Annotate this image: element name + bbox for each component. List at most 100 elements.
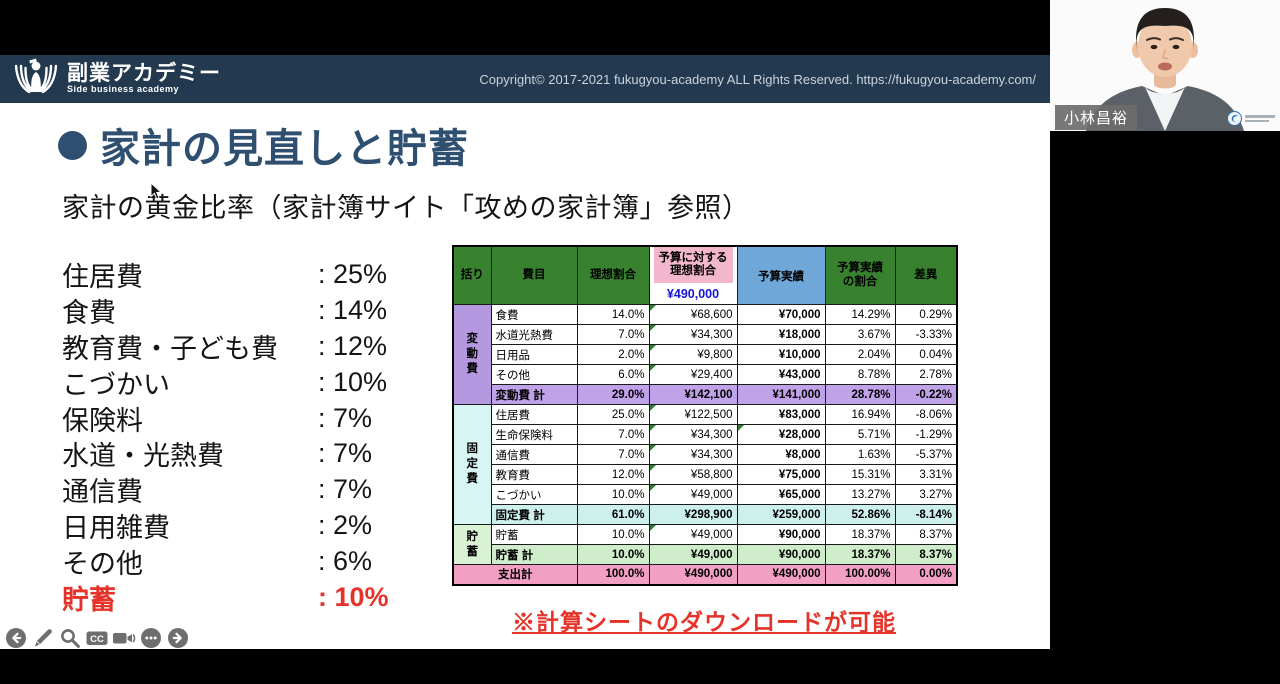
- presenter-video: 小林昌裕: [1050, 0, 1280, 131]
- cell-value: 0.04%: [894, 344, 958, 365]
- cell-value: ¥28,000: [736, 424, 826, 445]
- cell-value: 100.0%: [576, 564, 650, 585]
- table-row: 貯蓄 計 10.0% ¥49,000 ¥90,000 18.37% 8.37%: [453, 544, 958, 565]
- pen-icon[interactable]: [31, 626, 55, 650]
- cell-value: -0.22%: [894, 384, 958, 405]
- presentation-slide: 副業アカデミー Side business academy Copyright©…: [0, 0, 1050, 649]
- brand-header-band: 副業アカデミー Side business academy Copyright©…: [0, 55, 1050, 103]
- copyright-text: Copyright© 2017-2021 fukugyou-academy AL…: [479, 71, 1036, 87]
- row-label: 生命保険料: [490, 424, 578, 445]
- cell-value: ¥34,300: [648, 324, 738, 345]
- cell-value: ¥490,000: [648, 564, 738, 585]
- cell-value: 3.31%: [894, 464, 958, 485]
- cell-value: ¥298,900: [648, 504, 738, 525]
- cell-value: ¥58,800: [648, 464, 738, 485]
- cell-value: 18.37%: [824, 524, 896, 545]
- cell-value: 7.0%: [576, 424, 650, 445]
- ratio-list: 住居費: 25% 食費: 14% 教育費・子ども費: 12% こづかい: 10% 保険料…: [62, 257, 389, 615]
- cell-value: ¥490,000: [736, 564, 826, 585]
- table-row: 変動費 計 29.0% ¥142,100 ¥141,000 28.78% -0.22%: [453, 384, 958, 405]
- column-header: 括り: [452, 245, 492, 305]
- ratio-item: 保険料: 7%: [62, 400, 389, 436]
- cell-value: 61.0%: [576, 504, 650, 525]
- cell-value: -8.06%: [894, 404, 958, 425]
- cell-value: 8.37%: [894, 524, 958, 545]
- budget-table: 括り 費目 理想割合 予算に対する 理想割合 ¥490,000 予算実績 予算実績 の割合差…: [452, 245, 958, 586]
- cell-value: 7.0%: [576, 324, 650, 345]
- cell-value: 0.00%: [894, 564, 958, 585]
- ratio-item-label: 教育費・子ども費: [62, 334, 278, 364]
- cell-value: ¥65,000: [736, 484, 826, 505]
- row-label: 水道光熱費: [490, 324, 578, 345]
- cell-value: 100.00%: [824, 564, 896, 585]
- more-dots-icon[interactable]: [139, 626, 163, 650]
- back-arrow-icon[interactable]: [4, 626, 28, 650]
- row-label: こづかい: [490, 484, 578, 505]
- download-note: ※計算シートのダウンロードが可能: [512, 609, 896, 635]
- cell-value: ¥122,500: [648, 404, 738, 425]
- ratio-item-value: : 25%: [318, 259, 388, 290]
- cell-value: 2.04%: [824, 344, 896, 365]
- cell-value: ¥34,300: [648, 444, 738, 465]
- budget-table-header: 括り 費目 理想割合 予算に対する 理想割合 ¥490,000 予算実績 予算実績 の割合差…: [452, 245, 958, 305]
- brand-tagline: Side business academy: [67, 84, 180, 95]
- cell-value: 29.0%: [576, 384, 650, 405]
- row-label: 日用品: [490, 344, 578, 365]
- row-label: 食費: [490, 304, 578, 325]
- column-header: 予算実績: [736, 245, 826, 305]
- cell-value: 10.0%: [576, 484, 650, 505]
- table-row: 変動費食費 14.0% ¥68,600 ¥70,000 14.29% 0.29%: [452, 304, 958, 405]
- cell-value: ¥29,400: [648, 364, 738, 385]
- ratio-item: 住居費: 25%: [62, 257, 389, 293]
- ratio-item-value: : 12%: [318, 330, 388, 361]
- closed-captions-icon[interactable]: CC: [85, 626, 109, 650]
- mouse-cursor: [150, 182, 162, 200]
- ratio-item-label: こづかい: [62, 369, 170, 400]
- cell-value: 1.63%: [824, 444, 896, 465]
- ratio-item-value: : 7%: [318, 438, 373, 469]
- cell-value: 2.0%: [576, 344, 650, 365]
- cell-value: ¥18,000: [736, 324, 826, 345]
- group-label: 固定費: [452, 404, 492, 525]
- ratio-item-value: : 2%: [318, 509, 373, 540]
- table-row: 固定費 計 61.0% ¥298,900 ¥259,000 52.86% -8.14%: [453, 504, 958, 525]
- ratio-item-value: : 14%: [318, 295, 388, 326]
- ratio-item: 通信費: 7%: [62, 472, 389, 508]
- cell-value: 3.67%: [824, 324, 896, 345]
- cell-value: 6.0%: [576, 364, 650, 385]
- video-camera-icon[interactable]: [112, 626, 136, 650]
- group-label: 変動費: [452, 304, 492, 405]
- cell-value: 25.0%: [576, 404, 650, 425]
- table-row: 固定費住居費 25.0% ¥122,500 ¥83,000 16.94% -8.06%: [452, 404, 958, 525]
- cell-value: ¥68,600: [648, 304, 738, 325]
- row-label: 通信費: [490, 444, 578, 465]
- cell-value: 2.78%: [894, 364, 958, 385]
- cell-value: 52.86%: [824, 504, 896, 525]
- cell-value: 13.27%: [824, 484, 896, 505]
- search-icon[interactable]: [58, 626, 82, 650]
- cell-value: ¥90,000: [736, 544, 826, 565]
- ratio-item-label: 水道・光熱費: [62, 441, 224, 472]
- cell-value: 5.71%: [824, 424, 896, 445]
- budget-table-wrap: 括り 費目 理想割合 予算に対する 理想割合 ¥490,000 予算実績 予算実績 の割合差…: [452, 245, 958, 586]
- forward-arrow-icon[interactable]: [166, 626, 190, 650]
- company-logo-text-lines: [1245, 114, 1275, 124]
- row-label: 教育費: [490, 464, 578, 485]
- cell-value: 18.37%: [824, 544, 896, 565]
- ratio-item-label: 通信費: [62, 477, 143, 508]
- academy-logo-icon: [14, 57, 58, 102]
- table-row: 水道光熱費 7.0% ¥34,300 ¥18,000 3.67% -3.33%: [453, 324, 958, 345]
- ratio-item: 水道・光熱費 : 7%: [62, 436, 389, 472]
- ratio-item-label: 食費: [62, 298, 116, 329]
- ratio-item-label: 貯蓄: [62, 584, 116, 615]
- group-label: 貯蓄: [452, 524, 492, 565]
- column-header: 予算に対する 理想割合 ¥490,000: [648, 245, 738, 305]
- company-logo: [1227, 111, 1275, 126]
- cell-value: ¥49,000: [648, 524, 738, 545]
- cell-value: -8.14%: [894, 504, 958, 525]
- cell-value: 15.31%: [824, 464, 896, 485]
- column-header: 差異: [894, 245, 958, 305]
- ratio-item-label: 保険料: [62, 405, 143, 436]
- row-label: 貯蓄 計: [490, 544, 578, 565]
- cell-value: ¥70,000: [736, 304, 826, 325]
